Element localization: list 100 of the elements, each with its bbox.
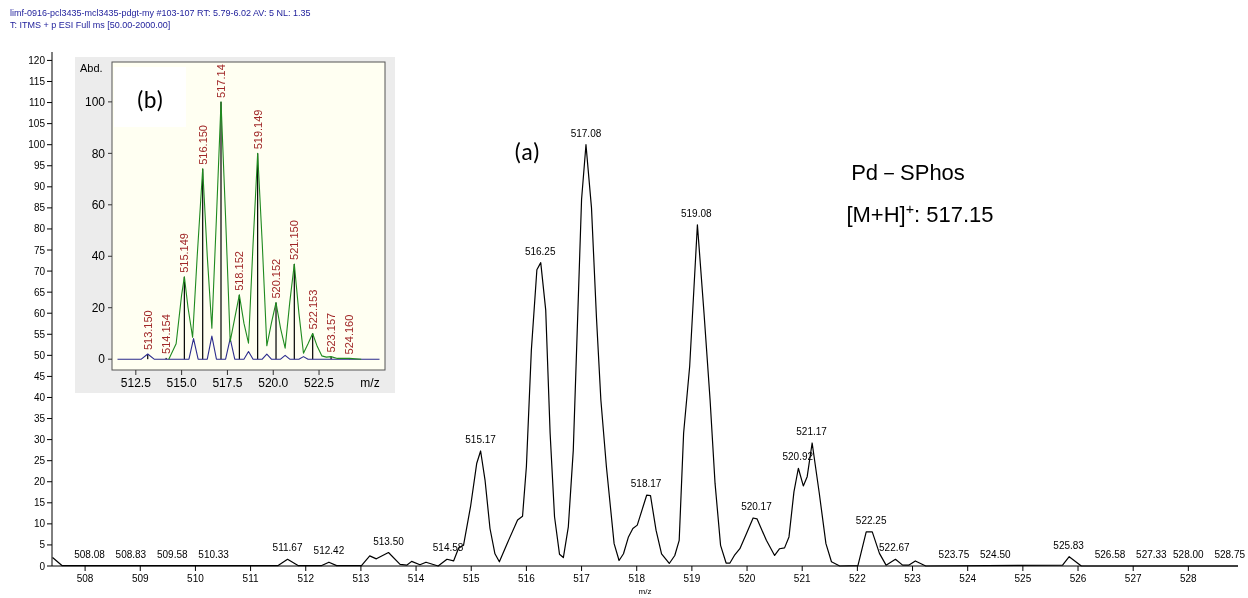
x-tick-label: 528 xyxy=(1180,573,1198,584)
annotation: 508.08 xyxy=(74,549,106,560)
x-tick-label: 527 xyxy=(1124,573,1142,584)
y-tick-label: 80 xyxy=(91,146,106,161)
annotation: 519.08 xyxy=(681,207,713,219)
y-tick-label: 55 xyxy=(33,328,46,340)
annotation: 524.50 xyxy=(979,549,1012,560)
y-tick-label: 0 xyxy=(98,352,106,367)
x-tick-label: 513 xyxy=(352,573,370,584)
annotation: 522.67 xyxy=(879,542,911,554)
y-tick-label: 50 xyxy=(33,349,46,361)
x-axis-title: m/z xyxy=(638,587,652,596)
y-tick-label: 40 xyxy=(91,249,106,264)
annotation: 520.17 xyxy=(741,500,773,512)
x-tick-label: 514 xyxy=(407,573,425,584)
x-tick-label: 520 xyxy=(738,573,756,584)
annotation: 518.17 xyxy=(630,478,662,490)
y-tick-label: 30 xyxy=(33,434,46,446)
annotation: 515.17 xyxy=(465,433,497,445)
annotation: 512.42 xyxy=(313,545,345,557)
y-tick-label: 0 xyxy=(39,560,46,572)
y-tick-label: 25 xyxy=(33,455,46,467)
y-tick-label: 110 xyxy=(29,97,46,109)
x-tick-label: 515 xyxy=(462,573,481,584)
annotation: 518.152 xyxy=(233,251,246,291)
annotation: Pd－SPhos xyxy=(851,160,965,185)
annotation: 509.58 xyxy=(156,549,188,560)
y-tick-label: 15 xyxy=(33,497,46,509)
y-tick-label: 100 xyxy=(84,95,106,110)
y-tick-label: 75 xyxy=(33,244,46,256)
y-tick-label: 40 xyxy=(33,391,46,403)
x-tick-label: 517.5 xyxy=(212,376,243,390)
annotation: (b) xyxy=(136,85,164,114)
y-tick-label: 20 xyxy=(91,300,106,315)
x-tick-label: 510 xyxy=(187,573,205,584)
line-series xyxy=(168,101,362,360)
annotation: 523.157 xyxy=(325,312,338,353)
annotation: 521.17 xyxy=(796,425,828,437)
x-tick-label: 522 xyxy=(849,573,867,584)
annotation: 522.153 xyxy=(306,289,319,330)
annotation: 516.150 xyxy=(196,125,209,165)
annotation: 516.25 xyxy=(524,245,556,257)
annotation: 528.00 xyxy=(1173,549,1205,560)
x-tick-label: 523 xyxy=(904,573,922,584)
chart-subtitle: T: ITMS + p ESI Full ms [50.00-2000.00] xyxy=(10,20,171,30)
x-tick-label: 524 xyxy=(959,573,977,584)
annotation: 526.58 xyxy=(1094,549,1126,560)
y-tick-label: 105 xyxy=(28,118,46,130)
y-tick-label: 65 xyxy=(33,286,46,298)
x-tick-label: 522.5 xyxy=(304,376,335,390)
annotation: 513.150 xyxy=(141,310,154,351)
annotation: 528.75 xyxy=(1214,549,1246,560)
annotation: 514.154 xyxy=(160,314,173,354)
annotation: [M+H]$^{+}$: 517.15 xyxy=(846,201,994,227)
annotation: (a) xyxy=(513,137,541,166)
x-tick-label: 508 xyxy=(76,573,94,584)
annotation: 508.83 xyxy=(115,549,147,560)
y-tick-label: 95 xyxy=(33,160,46,172)
x-tick-label: 526 xyxy=(1069,573,1087,584)
chart-title: limf-0916-pcl3435-mcl3435-pdgt-my #103-107 RT: 5.79-6.02 AV: 5 NL: 1.35 xyxy=(10,8,311,18)
annotation: 510.33 xyxy=(198,549,230,560)
annotation: 525.83 xyxy=(1053,539,1085,551)
annotation: 517.08 xyxy=(570,127,602,139)
y-tick-label: 60 xyxy=(91,198,106,213)
y-tick-label: 100 xyxy=(28,139,46,151)
y-tick-label: 90 xyxy=(33,181,46,193)
annotation: 511.67 xyxy=(272,542,303,554)
annotation: 522.25 xyxy=(855,514,887,526)
annotation: 527.33 xyxy=(1136,549,1168,560)
y-tick-label: 70 xyxy=(33,265,46,277)
annotation: 519.149 xyxy=(251,109,264,150)
x-tick-label: 521 xyxy=(793,573,811,584)
x-tick-label: 520.0 xyxy=(258,376,289,390)
annotation: 517.14 xyxy=(215,64,227,98)
y-tick-label: 80 xyxy=(33,223,46,235)
annotation: 513.50 xyxy=(373,535,405,547)
y-tick-label: 115 xyxy=(29,75,46,87)
y-tick-label: 120 xyxy=(28,54,46,66)
y-tick-label: 5 xyxy=(39,539,46,551)
x-axis-title: m/z xyxy=(360,376,380,390)
x-tick-label: 518 xyxy=(628,573,646,584)
y-tick-label: 60 xyxy=(33,307,46,319)
y-tick-label: 10 xyxy=(33,518,46,530)
y-tick-label: 35 xyxy=(33,413,46,425)
y-axis-title: Abd. xyxy=(80,62,103,74)
x-tick-label: 516 xyxy=(518,573,536,584)
x-tick-label: 509 xyxy=(131,573,150,584)
x-tick-label: 525 xyxy=(1014,573,1032,584)
annotation: 523.75 xyxy=(938,549,970,560)
x-tick-label: 517 xyxy=(573,573,591,584)
annotation: 521.150 xyxy=(288,220,301,260)
x-tick-label: 519 xyxy=(683,573,701,584)
x-tick-label: 512 xyxy=(297,573,315,584)
annotation: 520.152 xyxy=(270,258,283,299)
y-tick-label: 85 xyxy=(33,202,46,214)
annotation: 524.160 xyxy=(343,314,356,355)
y-tick-label: 20 xyxy=(33,476,46,488)
annotation: 515.149 xyxy=(178,233,191,273)
y-tick-label: 45 xyxy=(33,370,46,382)
x-tick-label: 512.5 xyxy=(120,376,152,390)
